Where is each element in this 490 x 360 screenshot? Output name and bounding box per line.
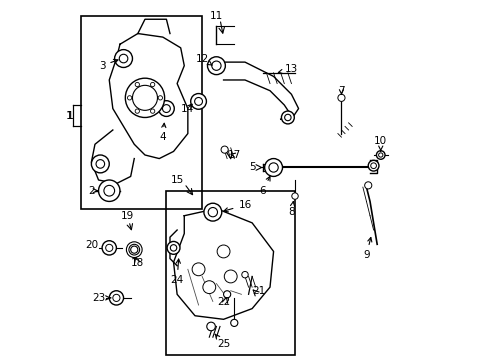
Text: 8: 8 [288, 201, 295, 217]
Circle shape [269, 163, 278, 172]
Circle shape [207, 322, 215, 331]
Polygon shape [173, 208, 273, 319]
Circle shape [208, 207, 218, 217]
Circle shape [96, 159, 104, 168]
Circle shape [132, 85, 157, 111]
Text: 15: 15 [171, 175, 184, 185]
Circle shape [212, 61, 221, 70]
Text: 14: 14 [181, 104, 195, 113]
Circle shape [109, 291, 123, 305]
Circle shape [203, 281, 216, 294]
Circle shape [338, 94, 345, 102]
Text: 23: 23 [92, 293, 111, 303]
Text: 19: 19 [121, 211, 134, 221]
Text: 5: 5 [249, 162, 255, 172]
Polygon shape [109, 33, 188, 158]
Text: 2: 2 [88, 186, 98, 196]
Circle shape [371, 163, 376, 168]
Polygon shape [223, 62, 298, 119]
Text: 17: 17 [228, 150, 241, 160]
Text: 20: 20 [85, 240, 98, 250]
Circle shape [129, 244, 140, 255]
Text: 12: 12 [196, 54, 212, 65]
Circle shape [195, 98, 202, 105]
Circle shape [119, 54, 128, 63]
Circle shape [159, 101, 174, 116]
Text: 24: 24 [171, 259, 184, 285]
Circle shape [150, 82, 155, 87]
Circle shape [98, 180, 120, 202]
Text: 1: 1 [66, 111, 73, 121]
Circle shape [379, 153, 383, 157]
Text: 25: 25 [215, 334, 230, 349]
Bar [81, 16, 202, 208]
Text: 7: 7 [338, 86, 345, 96]
Circle shape [135, 109, 140, 113]
Circle shape [150, 109, 155, 113]
Circle shape [127, 96, 132, 100]
Circle shape [242, 271, 248, 278]
Circle shape [135, 82, 140, 87]
Circle shape [158, 96, 163, 100]
Circle shape [192, 263, 205, 276]
Circle shape [231, 319, 238, 327]
Text: 1: 1 [67, 111, 74, 121]
Circle shape [292, 193, 298, 199]
Text: 21: 21 [253, 286, 266, 296]
Text: 16: 16 [224, 200, 252, 212]
Circle shape [125, 78, 165, 117]
Circle shape [163, 105, 171, 112]
Circle shape [204, 203, 222, 221]
Circle shape [115, 50, 132, 67]
Circle shape [221, 146, 228, 153]
Circle shape [106, 244, 113, 251]
Polygon shape [138, 19, 170, 33]
Text: 13: 13 [278, 64, 298, 74]
Text: 9: 9 [363, 238, 372, 260]
Circle shape [365, 182, 372, 189]
Text: 10: 10 [374, 136, 387, 151]
Circle shape [376, 151, 385, 159]
Circle shape [223, 291, 231, 298]
Circle shape [281, 111, 294, 124]
Circle shape [113, 294, 120, 301]
Text: 11: 11 [210, 11, 223, 21]
Circle shape [368, 160, 379, 171]
Circle shape [131, 246, 138, 253]
Text: 22: 22 [217, 297, 230, 307]
Circle shape [171, 245, 177, 251]
Circle shape [285, 114, 291, 121]
Circle shape [104, 185, 115, 196]
Circle shape [224, 270, 237, 283]
Circle shape [102, 241, 117, 255]
Text: 3: 3 [99, 59, 118, 71]
Text: 4: 4 [160, 123, 166, 142]
Text: 18: 18 [131, 258, 145, 268]
Circle shape [265, 158, 283, 176]
Circle shape [167, 242, 180, 254]
Text: 6: 6 [260, 176, 270, 196]
Circle shape [191, 94, 206, 109]
Circle shape [126, 242, 142, 257]
Circle shape [207, 57, 225, 75]
Circle shape [92, 155, 109, 173]
Circle shape [217, 245, 230, 258]
Bar [167, 191, 295, 355]
